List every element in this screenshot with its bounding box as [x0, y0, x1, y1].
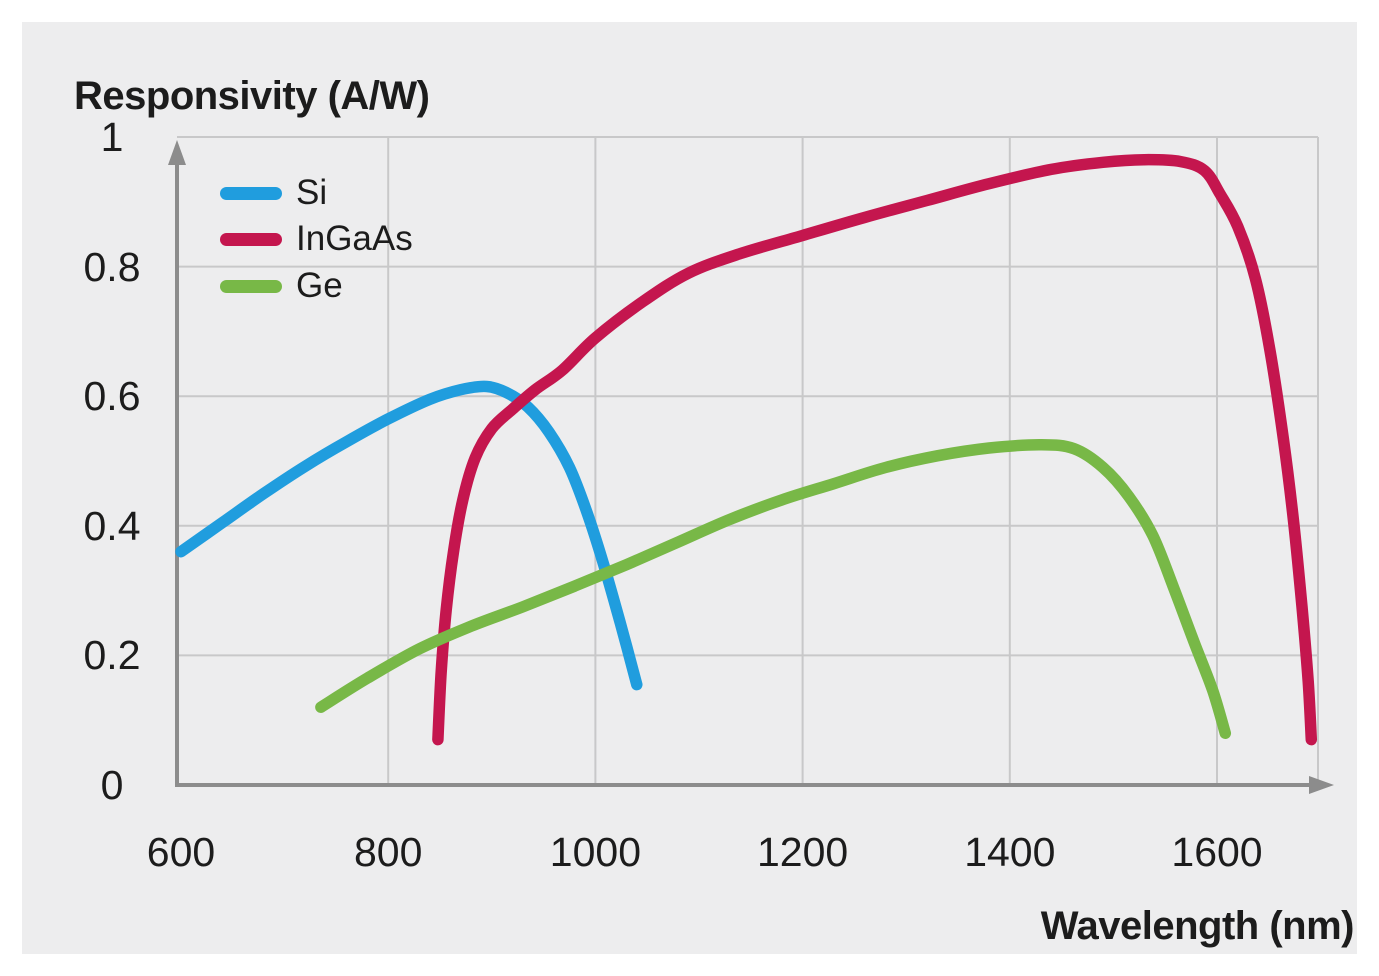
curve-ingaas	[432, 153, 1318, 746]
legend-item-si: Si	[220, 170, 327, 216]
legend-label: InGaAs	[296, 219, 413, 258]
curve-si	[175, 380, 643, 691]
x-tick-label: 1400	[964, 829, 1056, 875]
chart-panel: Responsivity (A/W) Wavelength (nm)	[22, 22, 1357, 954]
x-tick-label: 1000	[549, 829, 641, 875]
legend-item-ge: Ge	[220, 263, 343, 309]
legend-swatch-icon	[220, 186, 282, 200]
legend-label: Ge	[296, 266, 343, 305]
legend-swatch-icon	[220, 232, 282, 246]
x-tick-label: 1600	[1171, 829, 1263, 875]
y-tick-label: 0	[100, 762, 124, 808]
y-tick-label: 1	[100, 114, 124, 160]
x-axis-arrow-icon	[1309, 776, 1334, 794]
x-tick-label: 800	[353, 829, 423, 875]
x-tick-label: 600	[146, 829, 216, 875]
y-tick-label: 0.2	[83, 632, 141, 679]
y-axis-arrow-icon	[168, 140, 186, 165]
x-tick-label: 1200	[756, 829, 849, 875]
y-tick-label: 0.6	[83, 373, 141, 420]
legend-swatch-icon	[220, 279, 282, 293]
legend-item-ingaas: InGaAs	[220, 216, 413, 262]
y-tick-label: 0.4	[83, 502, 141, 549]
legend-label: Si	[296, 173, 328, 212]
chart-title: Responsivity (A/W)	[74, 74, 430, 118]
y-tick-label: 0.8	[83, 243, 141, 290]
x-axis-title: Wavelength (nm)	[1040, 904, 1355, 948]
curve-ge	[315, 439, 1232, 739]
